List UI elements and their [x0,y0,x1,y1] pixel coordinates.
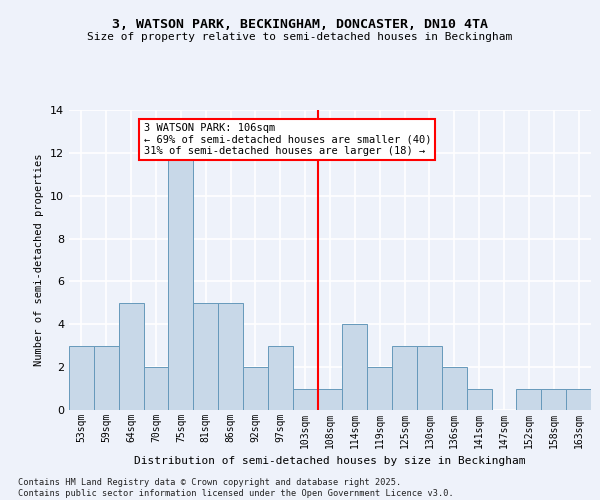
Bar [442,367,467,410]
X-axis label: Distribution of semi-detached houses by size in Beckingham: Distribution of semi-detached houses by … [134,456,526,466]
Bar [169,153,193,410]
Bar [193,303,218,410]
Text: 3, WATSON PARK, BECKINGHAM, DONCASTER, DN10 4TA: 3, WATSON PARK, BECKINGHAM, DONCASTER, D… [112,18,488,30]
Text: Contains HM Land Registry data © Crown copyright and database right 2025.
Contai: Contains HM Land Registry data © Crown c… [18,478,454,498]
Bar [392,346,417,410]
Text: 3 WATSON PARK: 106sqm
← 69% of semi-detached houses are smaller (40)
31% of semi: 3 WATSON PARK: 106sqm ← 69% of semi-deta… [143,123,431,156]
Bar [417,346,442,410]
Bar [343,324,367,410]
Y-axis label: Number of semi-detached properties: Number of semi-detached properties [34,154,44,366]
Bar [293,388,317,410]
Bar [69,346,94,410]
Bar [268,346,293,410]
Bar [143,367,169,410]
Bar [218,303,243,410]
Bar [317,388,343,410]
Bar [517,388,541,410]
Bar [467,388,491,410]
Bar [541,388,566,410]
Bar [566,388,591,410]
Bar [94,346,119,410]
Text: Size of property relative to semi-detached houses in Beckingham: Size of property relative to semi-detach… [88,32,512,42]
Bar [119,303,143,410]
Bar [367,367,392,410]
Bar [243,367,268,410]
